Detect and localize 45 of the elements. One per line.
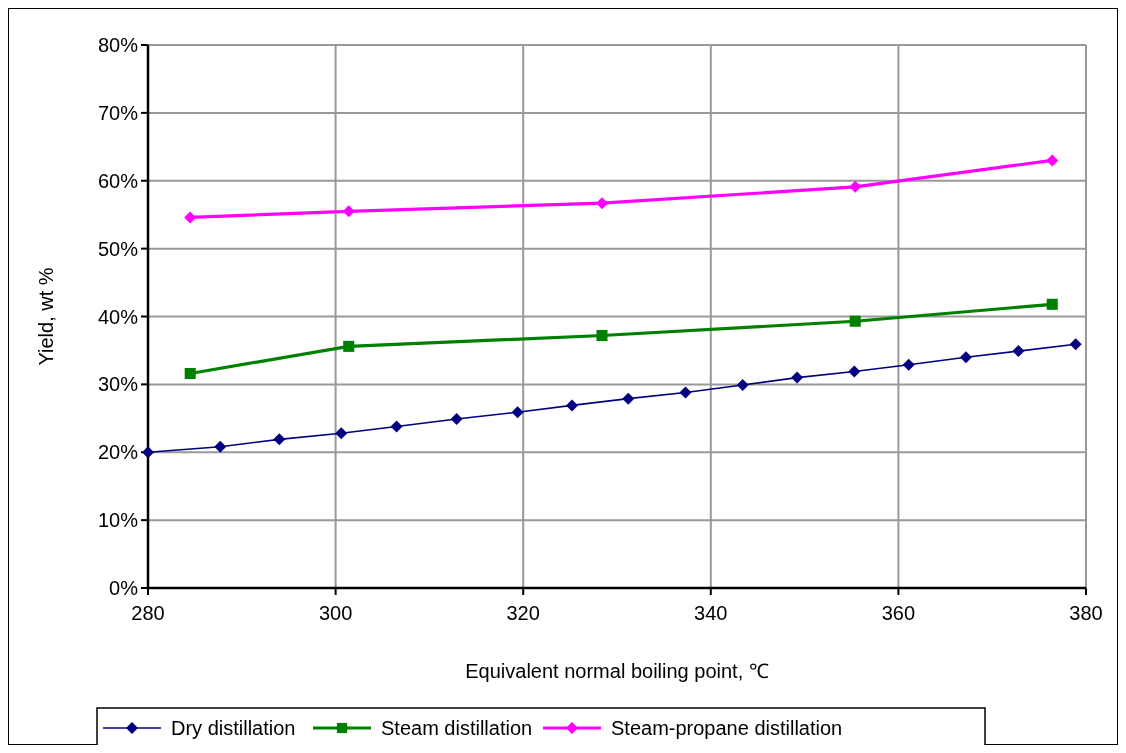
point	[184, 211, 197, 224]
point	[679, 386, 692, 399]
point	[622, 392, 635, 405]
legend-label: Steam distillation	[381, 717, 533, 739]
x-tick-label: 280	[131, 602, 165, 624]
y-tick-label: 0%	[109, 577, 139, 599]
point	[902, 358, 915, 371]
y-tick-label: 70%	[97, 101, 139, 124]
x-tick-label: 360	[881, 602, 916, 624]
point	[849, 180, 862, 193]
point	[511, 406, 524, 419]
legend-label: Dry distillation	[171, 717, 296, 739]
point	[273, 433, 286, 446]
y-tick-label: 40%	[97, 305, 139, 328]
y-tick-label: 10%	[97, 509, 139, 532]
y-axis-title: Yield, wt %	[35, 267, 57, 366]
point	[450, 412, 463, 425]
point	[343, 340, 355, 352]
point	[1046, 154, 1059, 167]
point	[565, 399, 578, 412]
point	[849, 315, 861, 327]
point	[959, 351, 972, 364]
legend-label: Steam-propane distillation	[611, 717, 843, 739]
point	[1069, 338, 1082, 351]
point	[214, 440, 227, 453]
x-tick-label: 300	[318, 602, 353, 624]
point	[1012, 345, 1025, 358]
point	[596, 329, 608, 342]
point	[184, 367, 196, 380]
point	[1046, 298, 1058, 310]
point	[142, 446, 154, 459]
point	[848, 365, 861, 378]
y-tick-label: 80%	[97, 34, 139, 56]
y-tick-label: 30%	[97, 373, 139, 396]
y-tick-label: 20%	[97, 441, 139, 464]
y-tick-label: 50%	[97, 237, 139, 260]
x-tick-label: 380	[1069, 602, 1103, 624]
point	[390, 420, 403, 433]
x-axis-title: Equivalent normal boiling point, ℃	[465, 660, 769, 682]
point	[736, 379, 749, 392]
y-tick-label: 60%	[97, 169, 139, 192]
x-tick-label: 320	[506, 602, 540, 624]
x-tick-label: 340	[694, 602, 728, 624]
point	[335, 427, 348, 440]
point	[791, 371, 804, 384]
